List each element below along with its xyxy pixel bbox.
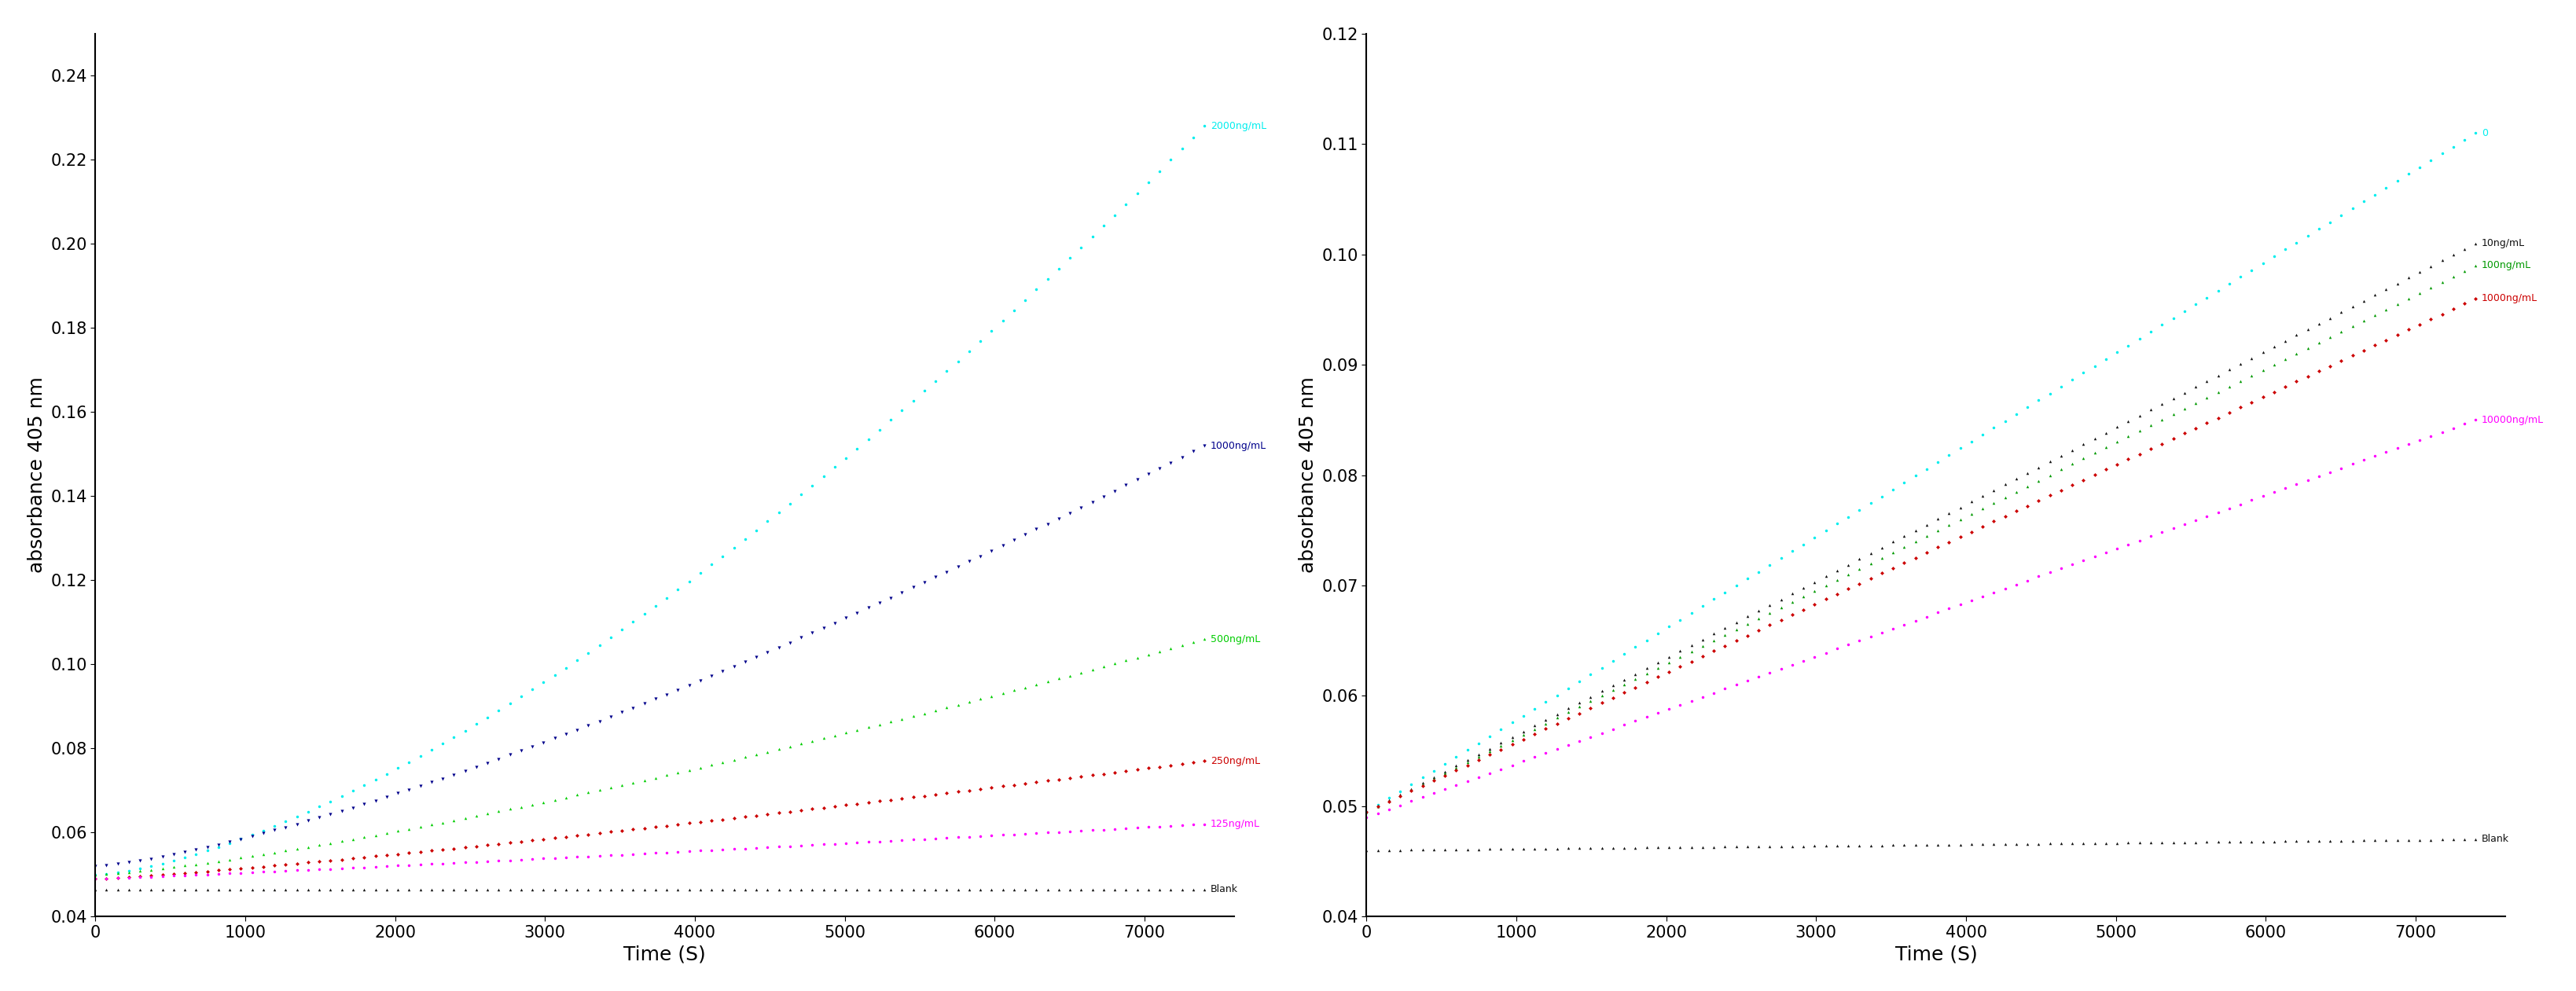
Text: 1000ng/mL: 1000ng/mL xyxy=(1211,441,1267,451)
Text: 500ng/mL: 500ng/mL xyxy=(1211,634,1260,644)
Text: 2000ng/mL: 2000ng/mL xyxy=(1211,121,1267,131)
Text: 100ng/mL: 100ng/mL xyxy=(2481,261,2532,271)
Text: 10ng/mL: 10ng/mL xyxy=(2481,238,2524,249)
X-axis label: Time (S): Time (S) xyxy=(623,944,706,963)
Text: Blank: Blank xyxy=(1211,884,1239,894)
Text: Blank: Blank xyxy=(2481,834,2509,844)
Y-axis label: absorbance 405 nm: absorbance 405 nm xyxy=(1298,377,1316,573)
Text: 10000ng/mL: 10000ng/mL xyxy=(2481,415,2545,425)
X-axis label: Time (S): Time (S) xyxy=(1896,944,1978,963)
Text: 125ng/mL: 125ng/mL xyxy=(1211,819,1260,829)
Text: 1000ng/mL: 1000ng/mL xyxy=(2481,293,2537,303)
Y-axis label: absorbance 405 nm: absorbance 405 nm xyxy=(28,377,46,573)
Text: 0: 0 xyxy=(2481,128,2488,138)
Text: 250ng/mL: 250ng/mL xyxy=(1211,756,1260,766)
